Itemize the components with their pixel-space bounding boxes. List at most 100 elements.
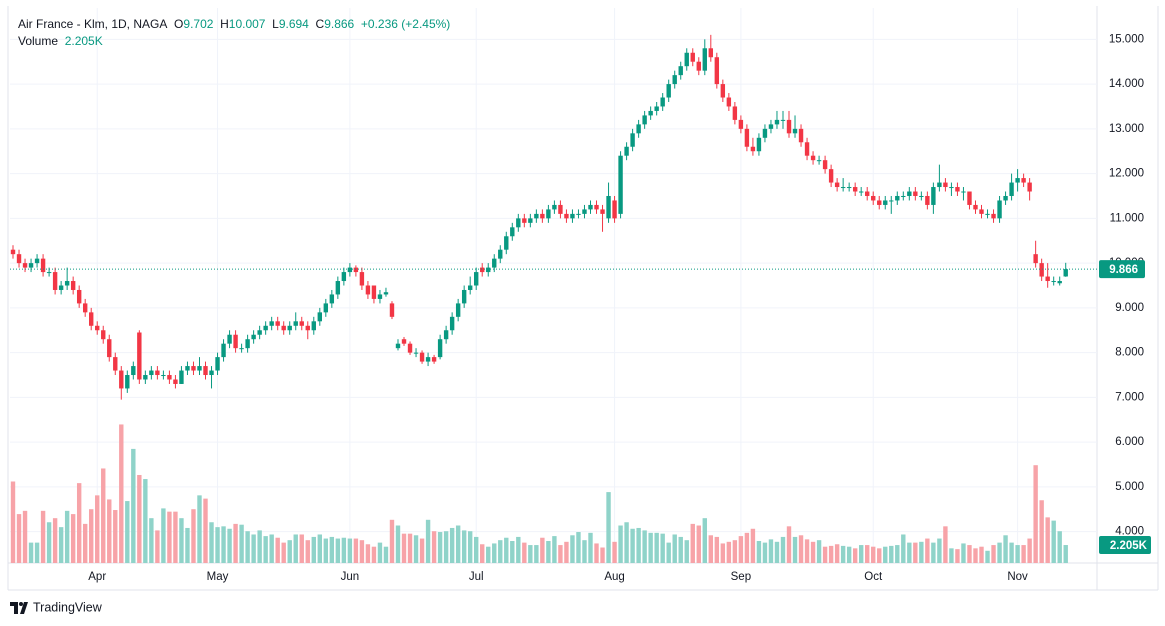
volume-bar: [696, 525, 701, 563]
change: +0.236 (+2.45%): [360, 17, 451, 31]
x-tick-label: Apr: [88, 571, 106, 583]
candle-body: [672, 75, 677, 85]
volume-bar: [107, 499, 112, 563]
volume-bar: [197, 495, 202, 563]
candle-body: [58, 285, 64, 290]
volume-bar: [474, 536, 479, 563]
volume-bar: [714, 536, 720, 563]
high-value: 10.007: [228, 17, 266, 31]
candle-body: [624, 146, 629, 156]
volume-bar: [780, 536, 786, 563]
volume-bar: [305, 540, 310, 563]
candle-body: [528, 218, 533, 223]
candle-body: [191, 366, 196, 371]
footer-brand: TradingView: [33, 600, 103, 614]
candle-body: [534, 213, 539, 219]
volume-bar: [383, 546, 389, 563]
volume-bar: [341, 537, 347, 563]
volume-bar: [10, 481, 16, 563]
candle-body: [281, 325, 286, 331]
candle-body: [702, 48, 707, 71]
candle-body: [762, 128, 768, 138]
volume-bar: [498, 540, 503, 563]
volume-bar: [852, 548, 858, 563]
candle-body: [846, 187, 852, 189]
volume-bar: [865, 545, 870, 563]
candle-body: [28, 263, 34, 268]
candle-body: [985, 213, 990, 215]
y-tick-label: 7.000: [1115, 391, 1144, 403]
candle-body: [480, 267, 485, 273]
volume-bar: [516, 536, 521, 563]
volume-bar: [672, 534, 677, 563]
candle-body: [353, 267, 359, 273]
legend-row: Volume 2.205K: [18, 33, 450, 50]
volume-bar: [1057, 531, 1062, 563]
candle-body: [431, 357, 437, 362]
volume-bar: [359, 540, 365, 563]
volume-bar: [558, 545, 563, 563]
candle-body: [865, 191, 870, 196]
volume-bar: [642, 530, 647, 563]
volume-bar: [925, 538, 930, 563]
volume-bar: [64, 510, 70, 563]
volume-bar: [221, 526, 226, 563]
candle-body: [913, 191, 918, 196]
candle-body: [582, 209, 587, 214]
candle-body: [365, 285, 371, 295]
volume-bar: [624, 522, 629, 563]
volume-bar: [895, 545, 900, 563]
volume-bar: [377, 542, 383, 563]
candle-body: [552, 204, 557, 210]
volume-bar: [215, 527, 220, 563]
candle-body: [991, 213, 996, 219]
candle-body: [64, 281, 70, 286]
volume-bar: [919, 541, 924, 563]
volume-bar: [1003, 535, 1008, 563]
candle-body: [1021, 178, 1026, 183]
volume-bar: [119, 424, 124, 563]
volume-bar: [245, 531, 250, 563]
volume-bar: [774, 541, 780, 563]
volume-bar: [678, 536, 683, 563]
candle-body: [161, 375, 166, 377]
candle-body: [317, 312, 322, 322]
candle-body: [1045, 276, 1050, 282]
volume-bar: [22, 510, 28, 563]
candle-body: [413, 352, 419, 354]
candle-body: [34, 258, 40, 264]
y-tick-label: 5.000: [1115, 481, 1144, 493]
volume-bar: [630, 528, 635, 563]
volume-bar: [750, 528, 756, 563]
volume-bar: [76, 483, 82, 563]
volume-bar: [618, 525, 623, 563]
last-price-tag: [1099, 260, 1145, 279]
candle-body: [630, 133, 635, 147]
candle-body: [215, 357, 220, 371]
candle-body: [810, 155, 816, 161]
volume-bar: [828, 545, 834, 563]
volume-bar: [449, 527, 455, 563]
volume-bar: [708, 535, 714, 563]
candle-body: [16, 254, 22, 264]
volume-bar: [822, 546, 828, 563]
candle-body: [101, 330, 106, 340]
candle-body: [22, 263, 28, 268]
volume-bar: [16, 514, 22, 563]
candle-body: [949, 187, 954, 189]
volume-bar: [804, 539, 810, 563]
candle-body: [967, 191, 972, 205]
volume-bar: [407, 533, 413, 563]
volume-bar: [395, 525, 401, 563]
high-label: H: [220, 17, 229, 31]
volume-bar: [546, 540, 551, 563]
x-tick-label: Aug: [604, 571, 624, 583]
candle-body: [179, 370, 184, 384]
volume-label: Volume: [18, 34, 59, 48]
volume-bar: [901, 534, 906, 563]
volume-bar: [353, 538, 359, 563]
candle-body: [437, 339, 443, 358]
candle-body: [76, 289, 82, 304]
volume-bar: [534, 545, 539, 563]
candle-body: [955, 187, 960, 192]
